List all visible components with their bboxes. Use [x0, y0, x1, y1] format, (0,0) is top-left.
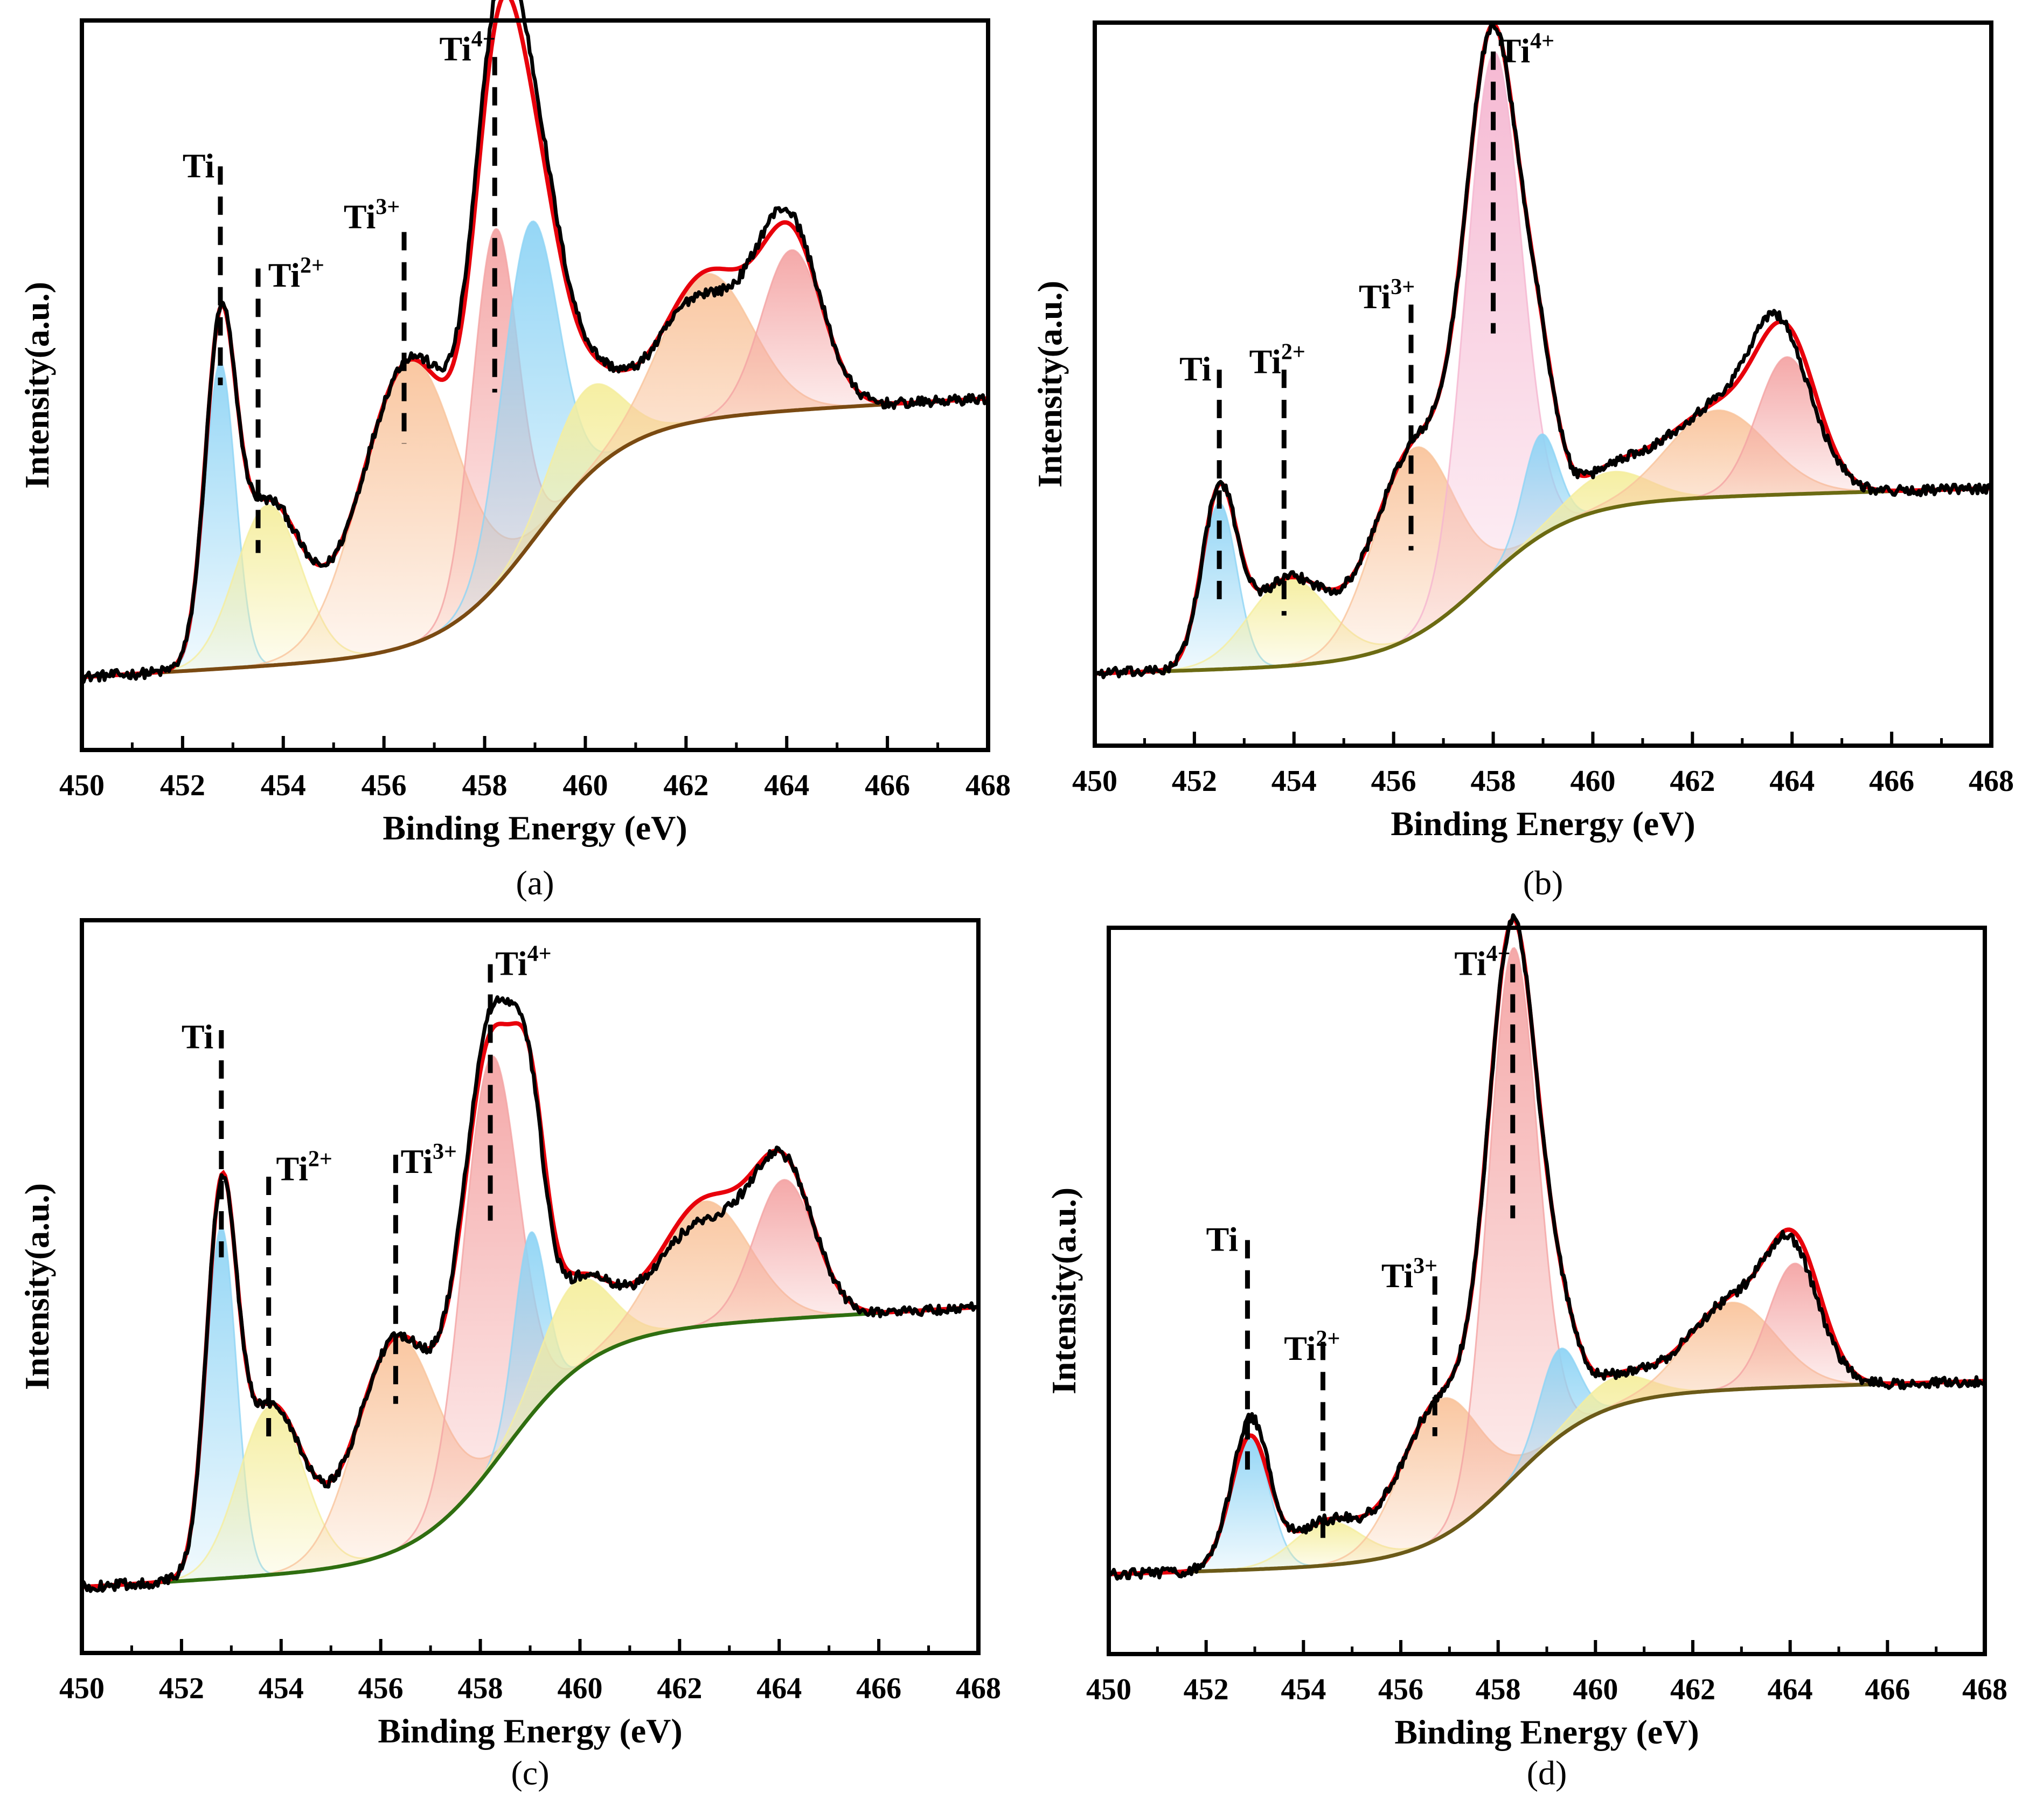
- x-tick-label: 464: [764, 769, 809, 802]
- x-tick-label: 456: [358, 1672, 404, 1705]
- x-tick-label: 454: [261, 769, 306, 802]
- x-axis-title: Binding Energy (eV): [1391, 804, 1695, 843]
- x-tick-label: 456: [1371, 765, 1416, 798]
- background-line: [81, 396, 989, 679]
- panel-caption: (a): [516, 864, 554, 902]
- species-charge: 3+: [1413, 1254, 1437, 1279]
- species-charge: 2+: [300, 253, 324, 278]
- y-axis-title: Intensity(a.u.): [18, 282, 56, 489]
- x-tick-label: 466: [1869, 765, 1914, 798]
- x-tick-label: 450: [59, 1672, 105, 1705]
- x-tick-label: 468: [965, 769, 1011, 802]
- x-tick-label: 468: [1962, 1673, 2007, 1706]
- species-label: Ti2+: [1284, 1326, 1340, 1367]
- species-label: Ti2+: [276, 1147, 332, 1187]
- x-tick-label: 454: [1281, 1673, 1326, 1706]
- background-line: [81, 1305, 979, 1589]
- y-axis-title: Intensity(a.u.): [1031, 281, 1069, 488]
- species-label: Ti2+: [1249, 340, 1305, 381]
- species-label: Ti3+: [344, 195, 400, 236]
- x-tick-label: 468: [1969, 765, 2014, 798]
- species-label: Ti3+: [401, 1140, 457, 1180]
- x-tick-label: 468: [956, 1672, 1001, 1705]
- y-axis-title: Intensity(a.u.): [1045, 1187, 1083, 1394]
- x-tick-label: 450: [1086, 1673, 1131, 1706]
- species-label: Ti3+: [1381, 1254, 1437, 1295]
- species-charge: 4+: [1530, 29, 1554, 54]
- x-tick-label: 464: [756, 1672, 802, 1705]
- species-charge: 2+: [1316, 1326, 1340, 1351]
- species-label: Ti4+: [495, 942, 551, 983]
- x-tick-label: 456: [1378, 1673, 1423, 1706]
- x-tick-label: 462: [1670, 765, 1715, 798]
- species-charge: 2+: [1281, 340, 1305, 365]
- x-tick-label: 464: [1769, 765, 1815, 798]
- x-axis-title: Binding Energy (eV): [383, 809, 687, 847]
- panel-caption: (c): [511, 1754, 549, 1792]
- raw-data-line: [1107, 913, 1986, 1581]
- species-label: Ti: [182, 1018, 213, 1056]
- background-line: [1095, 486, 1991, 676]
- panel-caption: (d): [1527, 1754, 1567, 1792]
- xps-panel-c: Ti Ti2+ Ti3+ Ti4+ 450 452 454 456 458 460 462 464 46…: [18, 918, 1001, 1792]
- xps-panel-b: Ti Ti2+ Ti3+ Ti4+ 450 452 454 456 458 460 462 464 46…: [1031, 20, 2014, 902]
- raw-data-line: [81, 0, 990, 684]
- species-label: Ti: [1179, 350, 1211, 388]
- raw-data-line: [1093, 20, 1993, 679]
- x-tick-label: 458: [1471, 765, 1516, 798]
- x-tick-label: 466: [865, 769, 910, 802]
- x-tick-label: 452: [1184, 1673, 1229, 1706]
- x-tick-label: 464: [1768, 1673, 1813, 1706]
- x-tick-label: 460: [562, 769, 608, 802]
- x-tick-label: 462: [663, 769, 708, 802]
- species-charge: 3+: [433, 1140, 457, 1164]
- x-tick-label: 458: [458, 1672, 503, 1705]
- x-tick-label: 454: [1271, 765, 1317, 798]
- species-charge: 4+: [527, 942, 552, 967]
- x-tick-label: 466: [856, 1672, 901, 1705]
- x-tick-label: 450: [1072, 765, 1117, 798]
- x-tick-label: 460: [557, 1672, 602, 1705]
- x-tick-label: 454: [259, 1672, 304, 1705]
- x-tick-label: 462: [657, 1672, 702, 1705]
- species-label: Ti: [183, 147, 214, 185]
- species-label: Ti2+: [268, 253, 324, 294]
- species-charge: 2+: [308, 1147, 332, 1171]
- x-tick-label: 458: [1476, 1673, 1521, 1706]
- x-axis-title: Binding Energy (eV): [378, 1712, 682, 1750]
- x-axis-title: Binding Energy (eV): [1394, 1713, 1699, 1751]
- species-label: Ti3+: [1359, 275, 1415, 316]
- species-label: Ti: [1206, 1220, 1238, 1259]
- raw-data-line: [80, 995, 979, 1593]
- species-label: Ti4+: [1498, 29, 1554, 70]
- x-tick-label: 452: [159, 1672, 204, 1705]
- x-tick-label: 456: [362, 769, 407, 802]
- x-tick-label: 452: [1172, 765, 1217, 798]
- y-axis-title: Intensity(a.u.): [18, 1183, 56, 1390]
- x-tick-label: 458: [462, 769, 508, 802]
- x-tick-label: 466: [1865, 1673, 1910, 1706]
- background-line: [1108, 1379, 1985, 1576]
- x-tick-label: 450: [59, 769, 105, 802]
- species-charge: 4+: [471, 27, 496, 52]
- species-charge: 4+: [1486, 941, 1511, 966]
- x-tick-label: 460: [1573, 1673, 1618, 1706]
- x-tick-label: 452: [160, 769, 205, 802]
- species-charge: 3+: [376, 195, 400, 220]
- x-tick-label: 460: [1570, 765, 1615, 798]
- species-charge: 3+: [1391, 275, 1415, 300]
- panel-caption: (b): [1523, 864, 1564, 902]
- x-tick-label: 462: [1670, 1673, 1715, 1706]
